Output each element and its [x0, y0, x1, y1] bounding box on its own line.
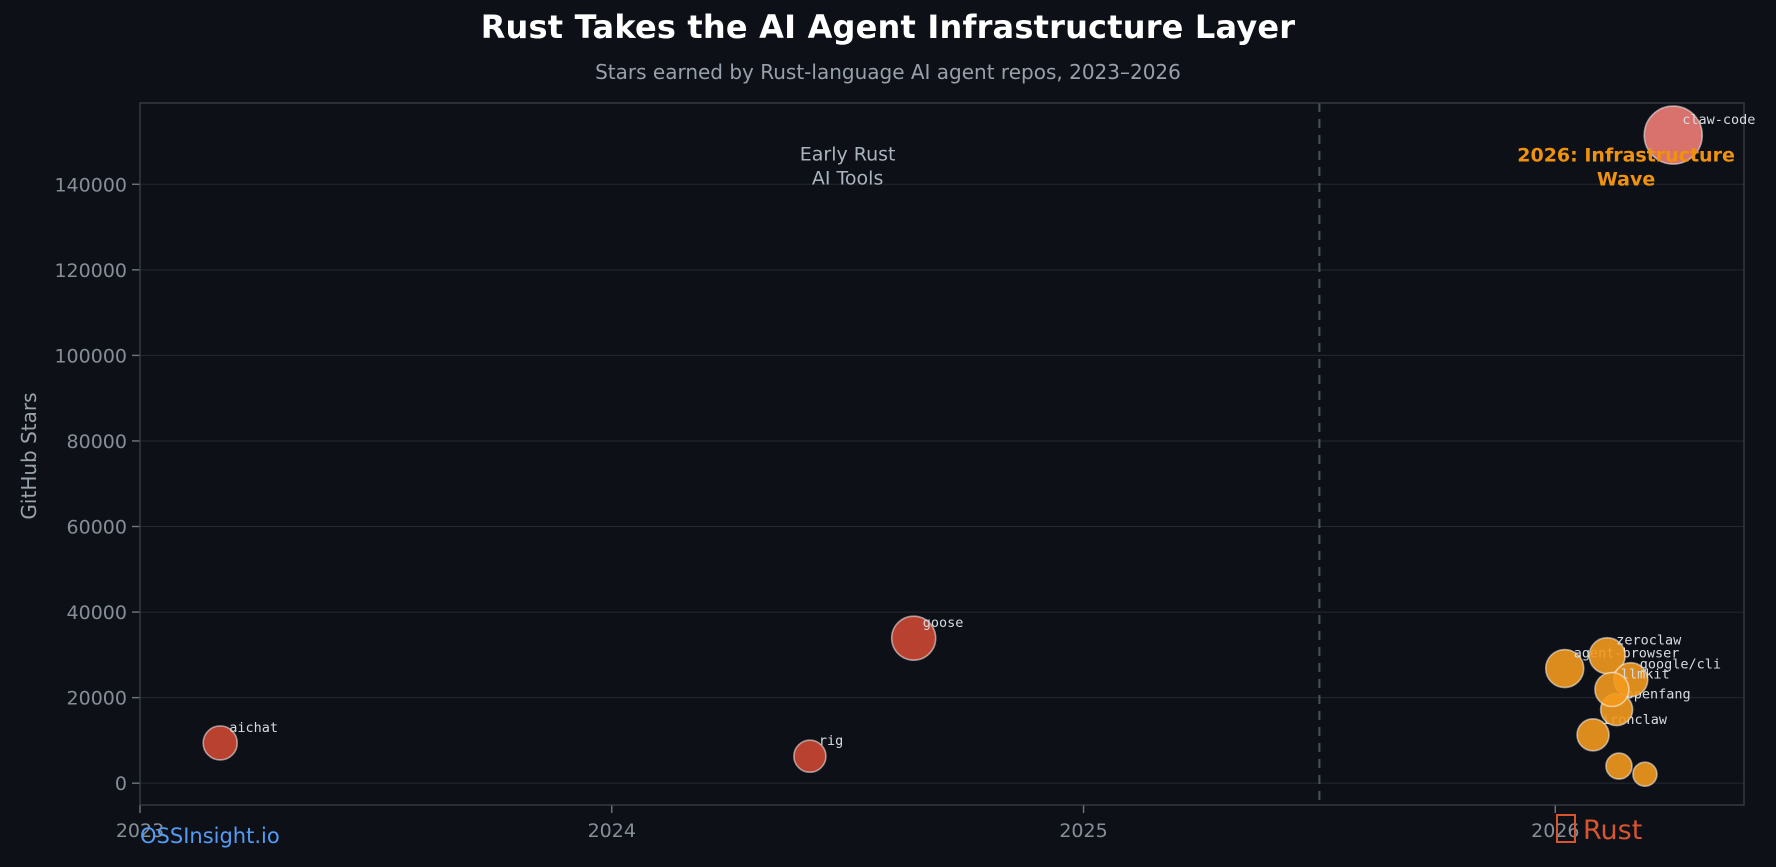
ossinsight-link[interactable]: OSSInsight.io: [140, 824, 280, 848]
y-tick-label: 100000: [54, 345, 127, 367]
annotation-early-rust-ai-tools: Early Rust AI Tools: [800, 144, 896, 190]
y-tick-label: 140000: [54, 174, 127, 196]
y-tick-label: 60000: [67, 517, 127, 539]
bubble-label-claw-code: claw-code: [1682, 112, 1755, 128]
y-tick-label: 0: [115, 773, 127, 795]
bubble-label-rig: rig: [819, 733, 843, 749]
bubble-goose[interactable]: [890, 615, 937, 661]
chart-subtitle: Stars earned by Rust-language AI agent r…: [595, 60, 1181, 84]
y-tick-label: 80000: [67, 431, 127, 453]
language-badge: Rust: [1556, 814, 1642, 846]
chart-title: Rust Takes the AI Agent Infrastructure L…: [480, 8, 1296, 46]
bubble-unlabeled[interactable]: [1605, 752, 1633, 780]
language-label: Rust: [1583, 815, 1643, 846]
bubble-claw-code[interactable]: [1643, 105, 1704, 165]
x-tick-label: 2024: [588, 820, 636, 842]
x-tick-label: 2025: [1059, 820, 1107, 842]
bubble-rig[interactable]: [793, 739, 827, 774]
bubble-label-goose: goose: [923, 615, 964, 631]
bubble-llmkit[interactable]: [1594, 671, 1630, 708]
bubble-label-google/cli: google/cli: [1640, 657, 1721, 673]
bubble-label-zeroclaw: zeroclaw: [1616, 633, 1682, 649]
bubble-label-llmkit: llmkit: [1621, 666, 1670, 682]
plot-border: [139, 102, 1745, 806]
bubble-label-aichat: aichat: [229, 720, 278, 736]
y-tick-label: 20000: [67, 688, 127, 710]
crab-icon: [1556, 814, 1576, 843]
bubble-agent-browser[interactable]: [1544, 648, 1585, 689]
y-tick-label: 40000: [67, 602, 127, 624]
annotation-infrastructure-wave: 2026: Infrastructure Wave: [1517, 144, 1735, 190]
x-tick-label: 2023: [116, 820, 164, 842]
bubble-unlabeled[interactable]: [1632, 761, 1658, 787]
bubble-aichat[interactable]: [202, 725, 238, 761]
bubble-ironclaw[interactable]: [1576, 718, 1610, 752]
x-tick-label: 2026: [1531, 820, 1579, 842]
y-tick-label: 120000: [54, 260, 127, 282]
